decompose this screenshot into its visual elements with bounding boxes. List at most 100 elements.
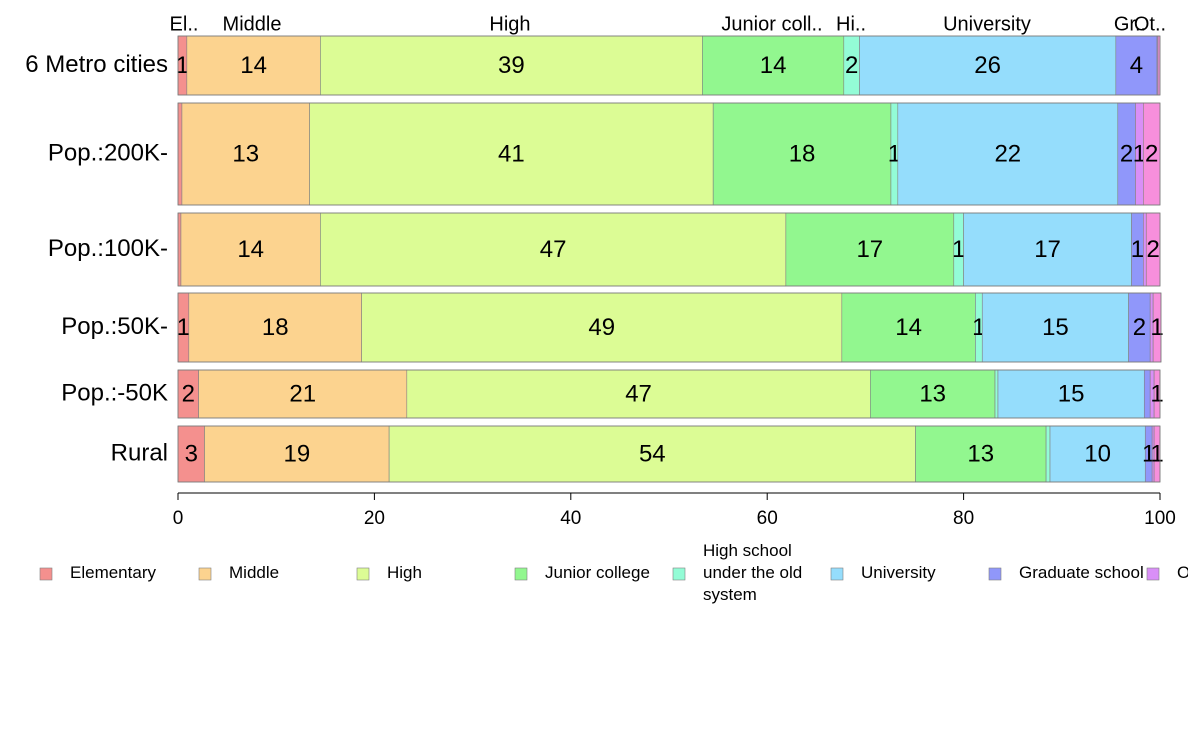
bar-segment: [1045, 425, 1051, 483]
legend-swatch: [988, 567, 1002, 581]
top-series-label: El..: [170, 13, 199, 35]
legend-label: High school under the old system: [703, 541, 802, 604]
data-label: 17: [856, 236, 883, 263]
data-label: 3: [185, 440, 198, 467]
bar-outline: [177, 102, 1161, 206]
top-series-label: University: [943, 13, 1031, 35]
legend-swatch: [1146, 567, 1160, 581]
legend-label: Elementary: [70, 563, 156, 582]
data-label: 21: [289, 380, 316, 407]
bar-segment: [180, 212, 321, 287]
data-label: 1: [177, 314, 190, 341]
bar-segment: [406, 369, 871, 419]
category-label: Pop.:-50K: [61, 379, 168, 406]
legend-label: University: [861, 563, 936, 582]
data-label: 2: [1145, 140, 1158, 167]
data-label: 18: [789, 140, 816, 167]
data-label: 2: [1133, 314, 1146, 341]
category-label: Rural: [111, 439, 168, 466]
data-label: 41: [498, 140, 525, 167]
top-series-label: Hi..: [836, 13, 866, 35]
bar-segment: [177, 102, 183, 206]
category-labels: 6 Metro cities Pop.:200K- Pop.:100K- Pop.:5…: [25, 51, 168, 467]
bar-segment: [841, 292, 976, 363]
data-label: 49: [588, 314, 615, 341]
data-label: 1: [1133, 140, 1146, 167]
bar-segment: [785, 212, 955, 287]
data-label: 1: [952, 236, 965, 263]
bar-segment: [981, 292, 1129, 363]
data-label: 14: [240, 52, 267, 79]
bar-segment: [994, 369, 999, 419]
data-label: 2: [1146, 236, 1159, 263]
bar-outline: [177, 35, 1161, 96]
x-tick-label: 80: [953, 508, 974, 529]
bar-segment: [915, 425, 1047, 483]
data-label: 26: [974, 52, 1001, 79]
category-label: Pop.:50K-: [61, 313, 168, 340]
top-series-label: Junior coll..: [721, 13, 822, 35]
data-label: 15: [1042, 314, 1069, 341]
legend-swatch: [672, 567, 686, 581]
legend-swatch: [198, 567, 212, 581]
data-label: 2: [1120, 140, 1133, 167]
bar-segment: [320, 35, 703, 96]
bar-segment: [198, 369, 408, 419]
x-tick-label: 40: [560, 508, 581, 529]
data-label: 15: [1058, 380, 1085, 407]
data-label: 4: [1130, 52, 1143, 79]
data-label: 47: [625, 380, 652, 407]
legend-label: O: [1177, 563, 1188, 582]
category-label: Pop.:100K-: [48, 235, 168, 262]
bar-segment: [186, 35, 321, 96]
legend-label: High: [387, 563, 422, 582]
data-label: 17: [1034, 236, 1061, 263]
data-label: 1: [1150, 380, 1163, 407]
bar-outline: [177, 292, 1162, 363]
data-label: 13: [232, 140, 259, 167]
top-series-labels: El.. Middle High Junior coll.. Hi.. Universit…: [170, 13, 1167, 35]
bar-outline: [177, 369, 1161, 419]
data-label: 1: [176, 52, 189, 79]
bar-outline: [177, 425, 1161, 483]
top-series-label: Middle: [223, 13, 282, 35]
x-tick-label: 0: [173, 508, 184, 529]
bar-segment: [897, 102, 1119, 206]
bar-segment: [320, 212, 787, 287]
data-label: 39: [498, 52, 525, 79]
legend-label: Middle: [229, 563, 279, 582]
bar-segment: [177, 212, 182, 287]
top-series-label: High: [489, 13, 530, 35]
legend-swatch: [830, 567, 844, 581]
bar-segment: [361, 292, 843, 363]
data-label: 10: [1084, 440, 1111, 467]
bar-segment: [188, 292, 362, 363]
legend-label: Graduate school: [1019, 563, 1144, 582]
data-label: 13: [967, 440, 994, 467]
category-label: Pop.:200K-: [48, 139, 168, 166]
x-tick-label: 100: [1144, 508, 1176, 529]
data-label: 2: [182, 380, 195, 407]
data-label: 1: [1131, 236, 1144, 263]
bar-outline: [177, 212, 1161, 287]
top-series-label: Ot..: [1134, 13, 1166, 35]
x-tick-label: 20: [364, 508, 385, 529]
bar-segment: [309, 102, 714, 206]
legend-swatch: [39, 567, 53, 581]
bar-segment: [870, 369, 996, 419]
data-label: 13: [919, 380, 946, 407]
data-label: 1: [1150, 440, 1163, 467]
data-label: 47: [540, 236, 567, 263]
bar-segment: [1143, 369, 1151, 419]
legend-swatch: [514, 567, 528, 581]
bar-segment: [963, 212, 1132, 287]
data-label: 19: [283, 440, 310, 467]
data-label: 14: [237, 236, 264, 263]
data-label: 22: [994, 140, 1021, 167]
top-series-label: Gr..: [1114, 13, 1146, 35]
bar-segment: [204, 425, 390, 483]
data-label: 14: [895, 314, 922, 341]
data-label: 18: [262, 314, 289, 341]
